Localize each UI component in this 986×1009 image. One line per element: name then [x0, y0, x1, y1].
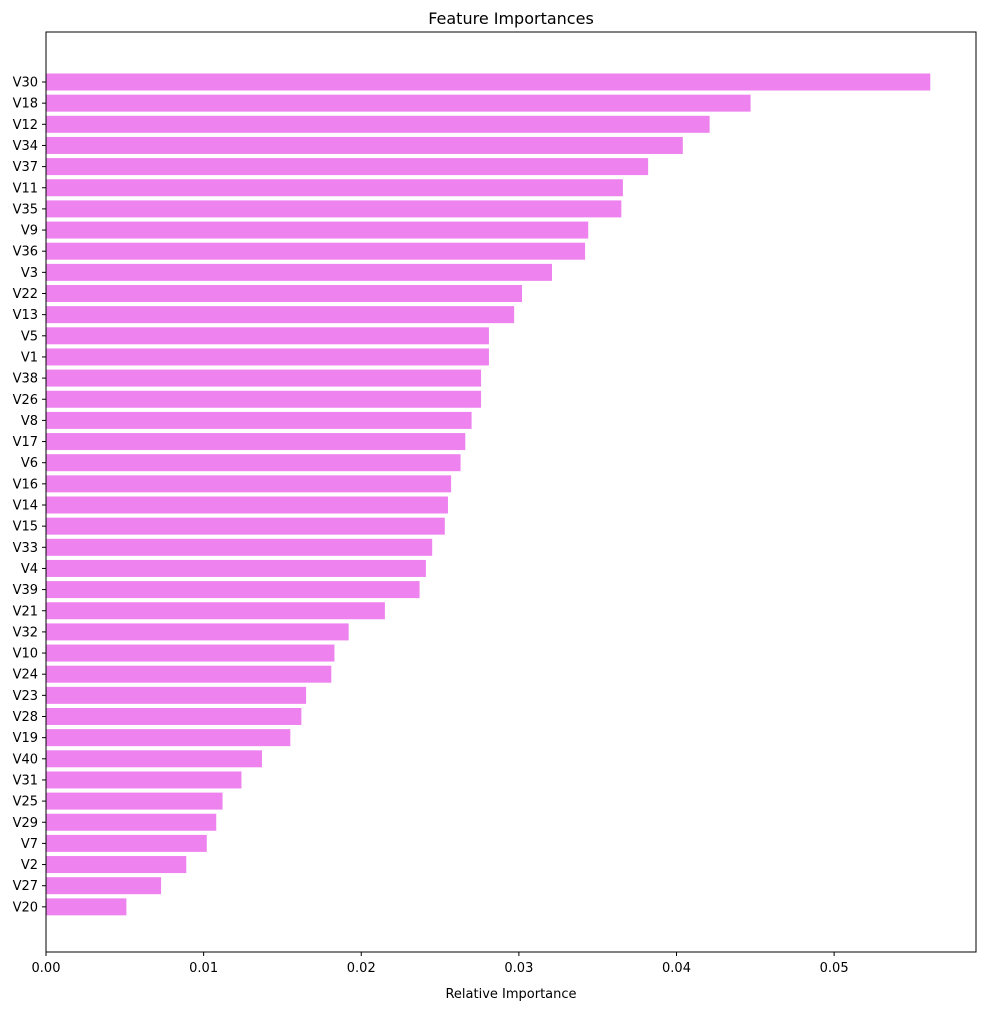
- bar-v26: [46, 390, 482, 408]
- y-tick-label: V21: [13, 604, 38, 619]
- bar-v37: [46, 158, 649, 176]
- bar-v22: [46, 285, 523, 302]
- bar-v32: [46, 623, 349, 641]
- bar-v34: [46, 136, 683, 154]
- bar-v2: [46, 856, 187, 874]
- y-tick-label: V11: [13, 181, 38, 196]
- x-axis-label: Relative Importance: [445, 987, 576, 1002]
- y-tick-label: V37: [13, 160, 38, 175]
- y-tick-label: V20: [13, 900, 38, 915]
- bar-v31: [46, 771, 242, 789]
- bar-v1: [46, 348, 489, 366]
- y-tick-label: V25: [13, 795, 38, 810]
- bar-v11: [46, 179, 623, 197]
- bar-v19: [46, 729, 291, 747]
- bar-v23: [46, 686, 307, 704]
- bar-v30: [46, 73, 931, 91]
- y-tick-label: V30: [13, 76, 38, 91]
- y-tick-label: V17: [13, 435, 38, 450]
- y-tick-label: V24: [13, 668, 38, 683]
- bar-v14: [46, 496, 448, 514]
- bar-v10: [46, 644, 335, 662]
- y-tick-label: V4: [21, 562, 38, 577]
- bar-v29: [46, 813, 217, 831]
- y-axis: V30 V18 V12 V34 V37 V11 V35 V9 V36 V3 V22 V13 V5 V1 V3…: [13, 76, 46, 915]
- bar-v4: [46, 559, 426, 577]
- y-tick-label: V23: [13, 689, 38, 704]
- bar-v7: [46, 834, 207, 852]
- bar-v9: [46, 221, 589, 239]
- y-tick-label: V22: [13, 287, 38, 302]
- y-tick-label: V27: [13, 879, 38, 894]
- x-axis: 0.00 0.01 0.02 0.03 0.04 0.05: [32, 952, 849, 976]
- y-tick-label: V33: [13, 541, 38, 556]
- bars-group: [46, 73, 931, 916]
- x-tick-label: 0.05: [820, 961, 849, 976]
- bar-v16: [46, 475, 452, 493]
- bar-v28: [46, 708, 302, 725]
- y-tick-label: V15: [13, 520, 38, 535]
- y-tick-label: V34: [13, 139, 38, 154]
- y-tick-label: V2: [21, 858, 38, 873]
- y-tick-label: V1: [21, 350, 38, 365]
- bar-v25: [46, 792, 223, 810]
- y-tick-label: V39: [13, 583, 38, 598]
- bar-v27: [46, 877, 162, 895]
- y-tick-label: V28: [13, 710, 38, 725]
- bar-v12: [46, 115, 710, 133]
- bar-v40: [46, 750, 262, 768]
- bar-v13: [46, 306, 515, 324]
- x-tick-label: 0.03: [504, 961, 533, 976]
- x-tick-label: 0.04: [662, 961, 691, 976]
- y-tick-label: V6: [21, 456, 38, 471]
- chart-title: Feature Importances: [428, 9, 594, 28]
- y-tick-label: V13: [13, 308, 38, 323]
- y-tick-label: V7: [21, 837, 38, 852]
- y-tick-label: V38: [13, 372, 38, 387]
- y-tick-label: V18: [13, 97, 38, 112]
- x-tick-label: 0.02: [347, 961, 376, 976]
- bar-v36: [46, 242, 586, 260]
- y-tick-label: V3: [21, 266, 38, 281]
- bar-v20: [46, 898, 127, 916]
- bar-v3: [46, 263, 552, 281]
- y-tick-label: V16: [13, 477, 38, 492]
- y-tick-label: V26: [13, 393, 38, 408]
- y-tick-label: V5: [21, 329, 38, 344]
- y-tick-label: V35: [13, 202, 38, 217]
- plot-frame: [45, 31, 977, 953]
- y-tick-label: V36: [13, 245, 38, 260]
- y-tick-label: V31: [13, 773, 38, 788]
- bar-v39: [46, 581, 420, 599]
- y-tick-label: V29: [13, 816, 38, 831]
- y-tick-label: V12: [13, 118, 38, 133]
- bar-v38: [46, 369, 482, 387]
- y-tick-label: V14: [13, 499, 38, 514]
- bar-v8: [46, 411, 472, 429]
- y-tick-label: V9: [21, 224, 38, 239]
- bar-v18: [46, 94, 751, 112]
- bar-v6: [46, 454, 461, 472]
- bar-v21: [46, 602, 385, 620]
- x-tick-label: 0.00: [32, 961, 61, 976]
- y-tick-label: V10: [13, 647, 38, 662]
- y-tick-label: V8: [21, 414, 38, 429]
- bar-v35: [46, 200, 622, 218]
- y-tick-label: V40: [13, 752, 38, 767]
- bar-v33: [46, 538, 433, 556]
- x-tick-label: 0.01: [189, 961, 218, 976]
- bar-v17: [46, 433, 466, 451]
- bar-v5: [46, 327, 489, 345]
- y-tick-label: V32: [13, 625, 38, 640]
- bar-v24: [46, 665, 332, 683]
- bar-v15: [46, 517, 445, 535]
- y-tick-label: V19: [13, 731, 38, 746]
